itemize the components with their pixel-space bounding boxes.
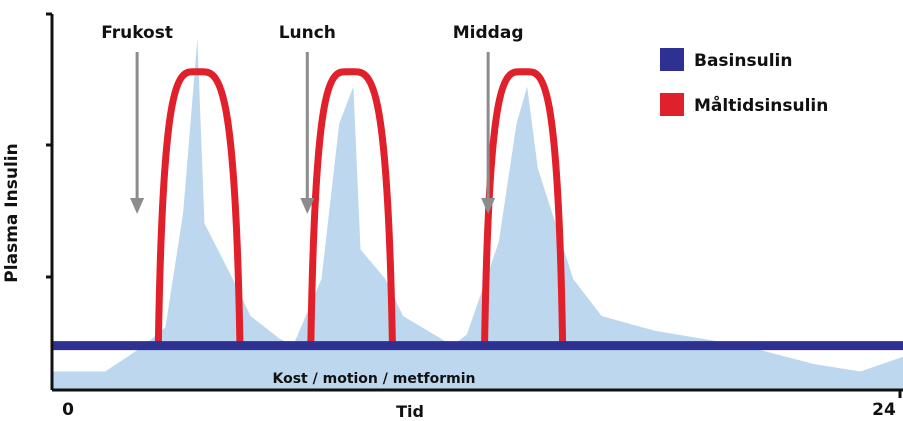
meal-arrowhead-2 xyxy=(300,198,315,214)
legend-swatch-maltidsinsulin xyxy=(660,93,684,116)
plasma-insulin-area xyxy=(52,38,903,390)
mealtime-insulin-arc-2 xyxy=(307,68,396,344)
mealtime-insulin-arc-1 xyxy=(154,68,244,344)
mealtime-insulin-arcs xyxy=(154,68,567,344)
meal-arrowhead-1 xyxy=(130,198,145,214)
meal-label-frukost: Frukost xyxy=(101,23,173,43)
plasma-insulin-area-layer xyxy=(52,38,903,390)
meal-arrows: Frukost Lunch Middag xyxy=(101,23,524,214)
meal-arrowhead-3 xyxy=(481,198,496,214)
legend-label-basinsulin: Basinsulin xyxy=(694,51,792,71)
kost-motion-metformin-annotation: Kost / motion / metformin xyxy=(273,371,476,387)
legend: Basinsulin Måltidsinsulin xyxy=(660,48,828,116)
x-tick-label-0: 0 xyxy=(62,400,74,420)
legend-label-maltidsinsulin: Måltidsinsulin xyxy=(694,94,828,116)
meal-label-middag: Middag xyxy=(453,23,524,43)
y-axis-label: Plasma Insulin xyxy=(2,143,22,282)
mealtime-insulin-arc-3 xyxy=(481,68,567,344)
legend-swatch-basinsulin xyxy=(660,48,684,71)
axes xyxy=(46,12,903,398)
meal-label-lunch: Lunch xyxy=(279,23,336,43)
x-tick-label-24: 24 xyxy=(872,400,896,420)
x-axis-label: Tid xyxy=(396,402,424,421)
